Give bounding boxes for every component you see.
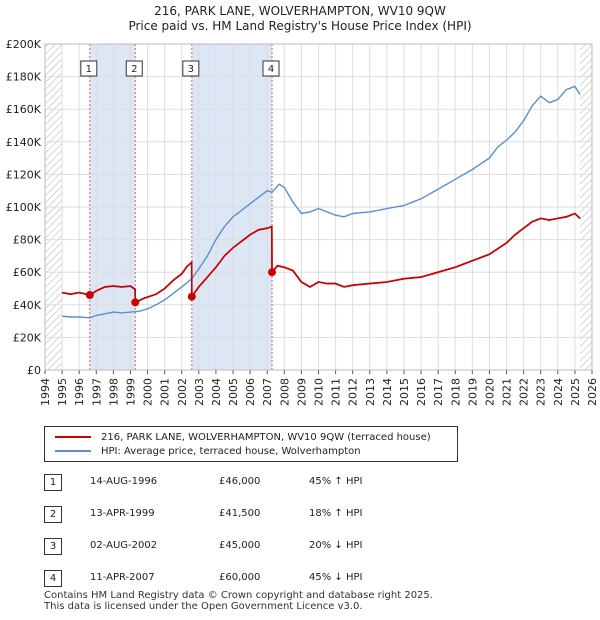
y-tick-label: £120K: [6, 168, 42, 181]
sale-price: £45,000: [219, 540, 261, 551]
sale-point: [187, 292, 196, 301]
sale-price: £46,000: [219, 476, 261, 487]
legend-label-property: 216, PARK LANE, WOLVERHAMPTON, WV10 9QW …: [101, 431, 431, 443]
footer: Contains HM Land Registry data © Crown c…: [44, 590, 433, 612]
legend-label-hpi: HPI: Average price, terraced house, Wolv…: [101, 445, 361, 457]
sale-hpi: 45% ↑ HPI: [309, 476, 363, 487]
x-tick-label: 2025: [569, 378, 582, 406]
sale-point: [131, 298, 140, 307]
sale-date: 02-AUG-2002: [90, 540, 158, 551]
legend-item-property: 216, PARK LANE, WOLVERHAMPTON, WV10 9QW …: [55, 430, 431, 444]
sale-row: 1 14-AUG-1996 £46,000 45% ↑ HPI: [44, 472, 600, 492]
sale-price: £60,000: [219, 572, 261, 583]
x-tick-label: 2021: [501, 378, 514, 406]
x-tick-label: 2022: [518, 378, 531, 406]
x-tick-label: 2016: [415, 378, 428, 406]
x-tick-label: 2009: [295, 378, 308, 406]
legend-swatch-hpi: [55, 450, 91, 452]
y-tick-label: £100K: [6, 201, 42, 214]
chart-title-line1: 216, PARK LANE, WOLVERHAMPTON, WV10 9QW: [154, 4, 446, 18]
sale-number: 1: [44, 474, 62, 491]
sale-hpi: 18% ↑ HPI: [309, 508, 363, 519]
y-tick-label: £160K: [6, 103, 42, 116]
x-tick-label: 2013: [364, 378, 377, 406]
sale-point: [268, 268, 277, 277]
x-tick-label: 2020: [483, 378, 496, 406]
sale-number: 3: [44, 538, 62, 555]
sale-label-box: [80, 60, 98, 77]
series-line-property-overlay: [61, 212, 581, 304]
sale-row: 2 13-APR-1999 £41,500 18% ↑ HPI: [44, 504, 600, 524]
x-tick-label: 2012: [347, 378, 360, 406]
sale-label: 3: [188, 64, 194, 75]
x-tick-label: 1994: [39, 378, 52, 406]
y-tick-label: £0: [27, 364, 41, 377]
sale-label: 2: [131, 64, 137, 75]
x-tick-label: 2018: [449, 378, 462, 406]
legend-swatch-property: [55, 436, 91, 438]
plot-border: [44, 43, 593, 371]
x-tick-label: 2002: [176, 378, 189, 406]
y-tick-label: £180K: [6, 71, 42, 84]
x-tick-label: 1997: [90, 378, 103, 406]
sale-date: 14-AUG-1996: [90, 476, 158, 487]
chart-title-line2: Price paid vs. HM Land Registry's House …: [128, 19, 472, 33]
y-tick-label: £200K: [6, 38, 42, 51]
legend: 216, PARK LANE, WOLVERHAMPTON, WV10 9QW …: [44, 426, 458, 462]
x-tick-label: 2004: [210, 378, 223, 406]
sale-label-box: [262, 60, 280, 77]
y-tick-label: £20K: [13, 331, 42, 344]
sale-date: 11-APR-2007: [90, 572, 155, 583]
sale-label: 1: [86, 64, 92, 75]
sale-label-box: [125, 60, 143, 77]
x-tick-label: 1999: [124, 378, 137, 406]
y-tick-label: £140K: [6, 136, 42, 149]
x-tick-label: 1995: [56, 378, 69, 406]
x-tick-label: 2001: [159, 378, 172, 406]
sale-row: 4 11-APR-2007 £60,000 45% ↓ HPI: [44, 568, 600, 588]
sale-point: [85, 291, 94, 300]
y-tick-label: £80K: [13, 234, 42, 247]
sale-label: 4: [268, 64, 274, 75]
sale-number: 4: [44, 570, 62, 587]
x-tick-label: 2015: [398, 378, 411, 406]
x-tick-label: 2003: [193, 378, 206, 406]
sale-label-box: [182, 60, 200, 77]
x-tick-label: 2008: [278, 378, 291, 406]
legend-item-hpi: HPI: Average price, terraced house, Wolv…: [55, 444, 361, 458]
footer-line1: Contains HM Land Registry data © Crown c…: [44, 590, 433, 601]
x-tick-label: 2010: [313, 378, 326, 406]
y-tick-label: £60K: [13, 266, 42, 279]
x-tick-label: 2007: [261, 378, 274, 406]
x-tick-label: 2000: [142, 378, 155, 406]
x-tick-label: 2023: [535, 378, 548, 406]
sale-number: 2: [44, 506, 62, 523]
x-tick-label: 2024: [552, 378, 565, 406]
y-tick-label: £40K: [13, 299, 42, 312]
series-line-hpi: [62, 85, 581, 319]
price-chart: £0 £20K £40K £60K £80K £100K £120K £140K £160K £1…: [6, 38, 599, 406]
sale-hpi: 45% ↓ HPI: [309, 572, 363, 583]
x-tick-label: 2005: [227, 378, 240, 406]
sale-date: 13-APR-1999: [90, 508, 155, 519]
x-tick-label: 2026: [586, 378, 599, 406]
sale-hpi: 20% ↓ HPI: [309, 540, 363, 551]
x-tick-label: 1998: [107, 378, 120, 406]
sale-row: 3 02-AUG-2002 £45,000 20% ↓ HPI: [44, 536, 600, 556]
footer-line2: This data is licensed under the Open Gov…: [44, 601, 363, 612]
x-tick-label: 2011: [330, 378, 343, 406]
x-tick-label: 2017: [432, 378, 445, 406]
sale-price: £41,500: [219, 508, 261, 519]
x-tick-label: 2014: [381, 378, 394, 406]
x-tick-label: 1996: [73, 378, 86, 406]
x-tick-label: 2006: [244, 378, 257, 406]
x-tick-label: 2019: [466, 378, 479, 406]
